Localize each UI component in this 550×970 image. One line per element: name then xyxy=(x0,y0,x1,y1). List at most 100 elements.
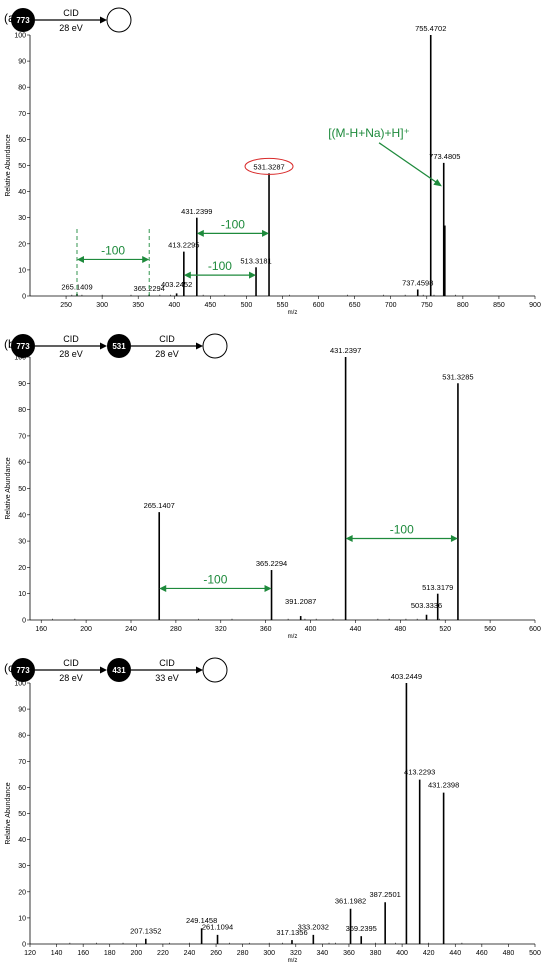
precursor-label: 773 xyxy=(16,666,30,675)
x-tick-label: 700 xyxy=(385,302,397,309)
x-tick-label: 500 xyxy=(529,950,541,957)
x-tick-label: 420 xyxy=(423,950,435,957)
arrow-head-icon xyxy=(100,342,107,350)
x-tick-label: 280 xyxy=(237,950,249,957)
precursor-circle xyxy=(11,658,35,682)
cid-label: CID xyxy=(63,334,79,344)
peak-label: 531.3287 xyxy=(253,162,284,171)
x-tick-label: 300 xyxy=(96,302,108,309)
x-axis-label: m/z xyxy=(288,634,298,640)
x-tick-label: 480 xyxy=(503,950,515,957)
arrow-head-icon xyxy=(100,666,107,674)
x-tick-label: 340 xyxy=(317,950,329,957)
y-tick-label: 60 xyxy=(18,137,26,144)
arrow-head-icon xyxy=(433,178,442,187)
y-axis-label: Relative Abundance xyxy=(5,457,12,519)
y-tick-label: 10 xyxy=(18,267,26,274)
x-tick-label: 250 xyxy=(60,302,72,309)
y-tick-label: 30 xyxy=(18,539,26,546)
peak-label: 403.2449 xyxy=(391,672,422,681)
peak-label: 431.2397 xyxy=(330,346,361,355)
x-tick-label: 650 xyxy=(349,302,361,309)
y-tick-label: 30 xyxy=(18,215,26,222)
x-tick-label: 850 xyxy=(493,302,505,309)
x-tick-label: 280 xyxy=(170,626,182,633)
y-tick-label: 40 xyxy=(18,837,26,844)
cid-label: CID xyxy=(63,658,79,668)
y-tick-label: 70 xyxy=(18,759,26,766)
y-tick-label: 70 xyxy=(18,111,26,118)
y-axis-label: Relative Abundance xyxy=(5,782,12,844)
y-tick-label: 90 xyxy=(18,59,26,66)
x-axis-label: m/z xyxy=(288,958,298,964)
x-tick-label: 400 xyxy=(396,950,408,957)
peak-label: 391.2087 xyxy=(285,597,316,606)
x-tick-label: 140 xyxy=(51,950,63,957)
y-tick-label: 60 xyxy=(18,785,26,792)
x-tick-label: 160 xyxy=(35,626,47,633)
x-tick-label: 800 xyxy=(457,302,469,309)
x-tick-label: 360 xyxy=(343,950,355,957)
precursor-circle xyxy=(11,334,35,358)
peak-label: 413.2295 xyxy=(168,241,199,250)
peak-label: 365.2294 xyxy=(256,559,287,568)
x-tick-label: 520 xyxy=(439,626,451,633)
cid-label: CID xyxy=(159,658,175,668)
energy-label: 33 eV xyxy=(155,673,179,683)
arrow-left-icon xyxy=(76,255,84,263)
precursor-label: 531 xyxy=(112,342,126,351)
x-tick-label: 300 xyxy=(263,950,275,957)
peak-label: 265.1407 xyxy=(144,501,175,510)
y-tick-label: 100 xyxy=(14,33,26,40)
x-tick-label: 120 xyxy=(24,950,36,957)
peak-label: 261.1094 xyxy=(202,923,233,932)
y-tick-label: 50 xyxy=(18,486,26,493)
peak-label: 413.2293 xyxy=(404,767,435,776)
peak-label: 431.2399 xyxy=(181,207,212,216)
peak-label: 403.2452 xyxy=(161,280,192,289)
precursor-circle xyxy=(107,334,131,358)
peak-label: 249.1458 xyxy=(186,916,217,925)
y-tick-label: 70 xyxy=(18,433,26,440)
peak-label: 431.2398 xyxy=(428,780,459,789)
x-tick-label: 180 xyxy=(104,950,116,957)
arrow-head-icon xyxy=(100,16,107,24)
x-tick-label: 320 xyxy=(215,626,227,633)
y-tick-label: 90 xyxy=(18,381,26,388)
peak-label: 513.3181 xyxy=(240,256,271,265)
cid-label: CID xyxy=(159,334,175,344)
peak-label: 317.1356 xyxy=(276,928,307,937)
product-circle xyxy=(106,7,132,33)
y-tick-label: 100 xyxy=(14,681,26,688)
peak-label: 513.3179 xyxy=(422,583,453,592)
precursor-label: 773 xyxy=(16,342,30,351)
arrow-right-icon xyxy=(264,584,272,592)
peak-label: 207.1352 xyxy=(130,927,161,936)
cid-label: CID xyxy=(63,8,79,18)
peak-label: 737.4598 xyxy=(402,279,433,288)
x-tick-label: 750 xyxy=(421,302,433,309)
x-tick-label: 240 xyxy=(125,626,137,633)
x-tick-label: 240 xyxy=(184,950,196,957)
x-tick-label: 380 xyxy=(370,950,382,957)
peak-label: 361.1982 xyxy=(335,897,366,906)
peak-label: 387.2501 xyxy=(370,890,401,899)
precursor-label: 773 xyxy=(16,16,30,25)
x-tick-label: 350 xyxy=(132,302,144,309)
x-tick-label: 400 xyxy=(168,302,180,309)
y-tick-label: 30 xyxy=(18,863,26,870)
precursor-circle xyxy=(11,8,35,32)
x-tick-label: 480 xyxy=(394,626,406,633)
x-tick-label: 320 xyxy=(290,950,302,957)
y-tick-label: 90 xyxy=(18,707,26,714)
y-tick-label: 50 xyxy=(18,163,26,170)
arrow-left-icon xyxy=(183,271,191,279)
y-tick-label: 50 xyxy=(18,811,26,818)
y-tick-label: 80 xyxy=(18,407,26,414)
energy-label: 28 eV xyxy=(59,23,83,33)
x-tick-label: 600 xyxy=(313,302,325,309)
y-tick-label: 0 xyxy=(22,942,26,949)
